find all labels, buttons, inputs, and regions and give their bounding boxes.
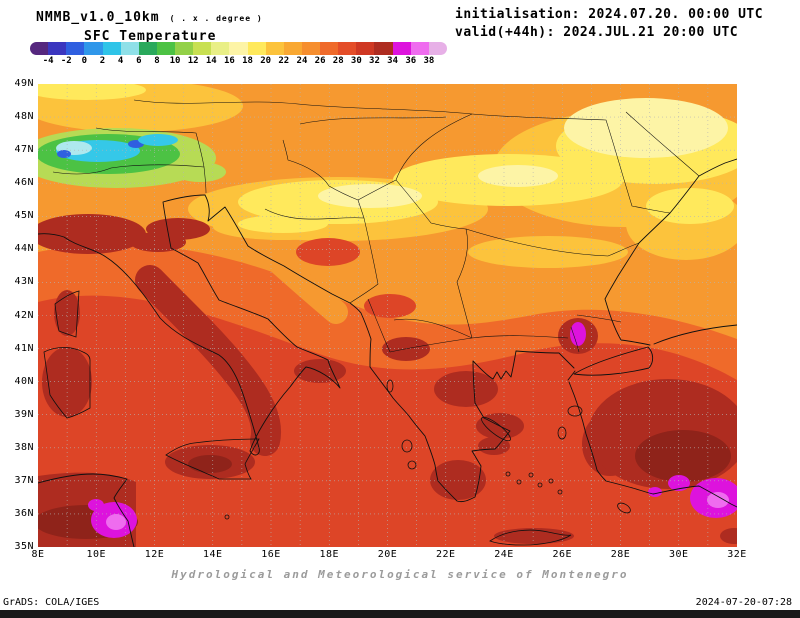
lon-tick-label: 10E (86, 549, 107, 560)
colorbar-tick-label: 2 (99, 56, 106, 66)
lat-tick-label: 45N (14, 210, 34, 222)
colorbar-segment (120, 42, 139, 55)
colorbar-segment (428, 42, 447, 55)
temperature-field (38, 84, 737, 547)
map-area: 49N 48N 47N 46N 45N 44N 43N 42N 41N 40N 39N 38N 37N 3… (14, 78, 746, 560)
lon-axis: 8E 10E 12E 14E 16E 18E 20E 22E 24E 26E 28E 30E 32E (31, 549, 746, 563)
colorbar-tick-label: 18 (242, 56, 253, 66)
header-right: initialisation: 2024.07.20. 00:00 UTC va… (455, 6, 763, 42)
lat-tick-label: 40N (14, 375, 34, 387)
colorbar-tick-label: 30 (350, 56, 362, 66)
resolution-note: ( . x . degree ) (169, 14, 263, 23)
colorbar-segment (356, 42, 375, 55)
colorbar-segment (48, 42, 67, 55)
grads-credit: GrADS: COLA/IGES (3, 597, 100, 608)
colorbar-tick-label: 0 (81, 56, 88, 66)
lat-tick-label: 46N (14, 177, 34, 189)
colorbar-tick-label: 32 (369, 56, 380, 66)
lat-tick-label: 37N (14, 474, 34, 486)
lat-tick-label: 36N (14, 507, 34, 519)
header-left: NMMB_v1.0_10km ( . x . degree ) SFC Tempe… (36, 6, 263, 44)
colorbar-segment (392, 42, 411, 55)
colorbar-tick-label: 8 (154, 56, 160, 66)
grid-lines (38, 84, 737, 547)
colorbar: -4 -2 0 2 4 6 8 10 12 14 16 18 20 22 24 26 28 30 32 34 36 38 (30, 42, 447, 70)
lon-tick-label: 24E (494, 549, 514, 560)
colorbar-tick-label: 34 (387, 56, 399, 66)
colorbar-segment (374, 42, 393, 55)
colorbar-tick-label: 26 (314, 56, 326, 66)
field-title: SFC Temperature (84, 29, 217, 44)
lat-tick-label: 42N (14, 309, 34, 321)
lat-tick-label: 47N (14, 144, 34, 156)
colorbar-segment (193, 42, 212, 55)
lon-tick-label: 22E (435, 549, 456, 560)
generated-timestamp: 2024-07-20-07:28 (695, 597, 792, 608)
colorbar-tick-label: 24 (296, 56, 308, 66)
colorbar-segment (138, 42, 157, 55)
country-borders (52, 99, 700, 353)
island-outlines (43, 290, 631, 546)
lat-tick-label: 39N (14, 408, 34, 420)
colorbar-tick-label: 6 (136, 56, 142, 66)
bottom-bar (0, 610, 800, 618)
colorbar-segment (229, 42, 248, 55)
lat-tick-label: 49N (14, 78, 34, 89)
colorbar-segment (320, 42, 339, 55)
colorbar-tick-label: 20 (260, 56, 272, 66)
lon-tick-label: 20E (377, 549, 398, 560)
colorbar-segment (410, 42, 429, 55)
colorbar-tick-label: 14 (205, 56, 217, 66)
colorbar-tick-label: 28 (332, 56, 344, 66)
lat-tick-label: 41N (14, 342, 34, 354)
colorbar-tick-label: 38 (423, 56, 435, 66)
colorbar-segment (175, 42, 194, 55)
lon-tick-label: 32E (727, 549, 747, 560)
colorbar-tick-label: 36 (405, 56, 417, 66)
colorbar-tick-label: -4 (42, 56, 54, 66)
lon-tick-label: 8E (31, 549, 45, 560)
lon-tick-label: 18E (319, 549, 340, 560)
lon-tick-label: 14E (202, 549, 223, 560)
colorbar-segment (301, 42, 320, 55)
colorbar-segment (30, 42, 49, 55)
lat-tick-label: 38N (14, 441, 34, 453)
colorbar-segment (283, 42, 302, 55)
coastlines (38, 158, 737, 547)
colorbar-tick-label: -2 (60, 56, 72, 66)
lat-axis: 49N 48N 47N 46N 45N 44N 43N 42N 41N 40N 39N 38N 37N 3… (6, 78, 34, 552)
colorbar-segment (338, 42, 357, 55)
lat-tick-label: 48N (14, 111, 34, 123)
initialisation-time: initialisation: 2024.07.20. 00:00 UTC (455, 7, 764, 22)
colorbar-segment (66, 42, 85, 55)
lon-tick-label: 30E (668, 549, 689, 560)
colorbar-tick-label: 22 (278, 56, 290, 66)
colorbar-tick-label: 10 (169, 56, 181, 66)
colorbar-tick-label: 12 (187, 56, 199, 66)
lon-tick-label: 26E (552, 549, 573, 560)
colorbar-segment (156, 42, 175, 55)
model-title: NMMB_v1.0_10km (36, 10, 160, 25)
lon-tick-label: 12E (144, 549, 165, 560)
service-caption: Hydrological and Meteorological service … (171, 568, 629, 581)
lat-tick-label: 44N (14, 243, 34, 255)
colorbar-tick-label: 4 (117, 56, 124, 66)
valid-time: valid(+44h): 2024.JUL.21 20:00 UTC (455, 25, 739, 40)
lat-tick-label: 35N (14, 541, 34, 552)
lon-tick-label: 16E (261, 549, 281, 560)
colorbar-tick-label: 16 (224, 56, 235, 66)
colorbar-segment (265, 42, 284, 55)
temperature-map-svg (38, 84, 737, 547)
lon-tick-label: 28E (610, 549, 631, 560)
colorbar-segment (102, 42, 121, 55)
colorbar-segments (30, 42, 447, 55)
colorbar-segment (247, 42, 266, 55)
lat-tick-label: 43N (14, 276, 34, 288)
colorbar-segment (84, 42, 103, 55)
colorbar-segment (211, 42, 230, 55)
colorbar-ticks: -4 -2 0 2 4 6 8 10 12 14 16 18 20 22 24 26 28 30 32 34 36 38 (30, 55, 447, 67)
